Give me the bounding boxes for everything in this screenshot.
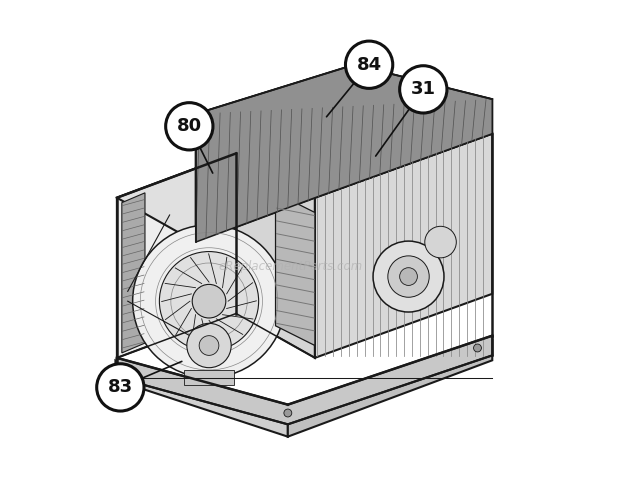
Polygon shape	[117, 335, 492, 424]
Circle shape	[199, 335, 219, 355]
Circle shape	[345, 41, 392, 88]
Circle shape	[400, 66, 447, 113]
Text: 83: 83	[108, 378, 133, 396]
Polygon shape	[275, 193, 315, 345]
Circle shape	[425, 226, 456, 258]
Polygon shape	[117, 154, 315, 242]
Circle shape	[159, 251, 259, 351]
Circle shape	[120, 366, 128, 374]
Text: 31: 31	[411, 81, 436, 98]
Circle shape	[187, 324, 231, 368]
Circle shape	[284, 409, 292, 417]
Circle shape	[474, 344, 481, 352]
Circle shape	[400, 268, 417, 286]
Text: eReplacementParts.com: eReplacementParts.com	[218, 260, 363, 273]
Polygon shape	[236, 154, 315, 358]
Circle shape	[166, 103, 213, 150]
Circle shape	[133, 225, 285, 377]
Circle shape	[373, 241, 444, 312]
Circle shape	[192, 285, 226, 318]
Polygon shape	[184, 370, 234, 385]
Polygon shape	[196, 65, 492, 242]
Polygon shape	[122, 193, 145, 353]
Polygon shape	[315, 134, 492, 358]
Polygon shape	[117, 154, 236, 358]
Polygon shape	[288, 340, 492, 437]
Circle shape	[97, 364, 144, 411]
Text: 80: 80	[177, 117, 202, 135]
Polygon shape	[115, 360, 288, 437]
Polygon shape	[196, 65, 492, 242]
Circle shape	[388, 256, 429, 297]
Text: 84: 84	[356, 56, 382, 74]
